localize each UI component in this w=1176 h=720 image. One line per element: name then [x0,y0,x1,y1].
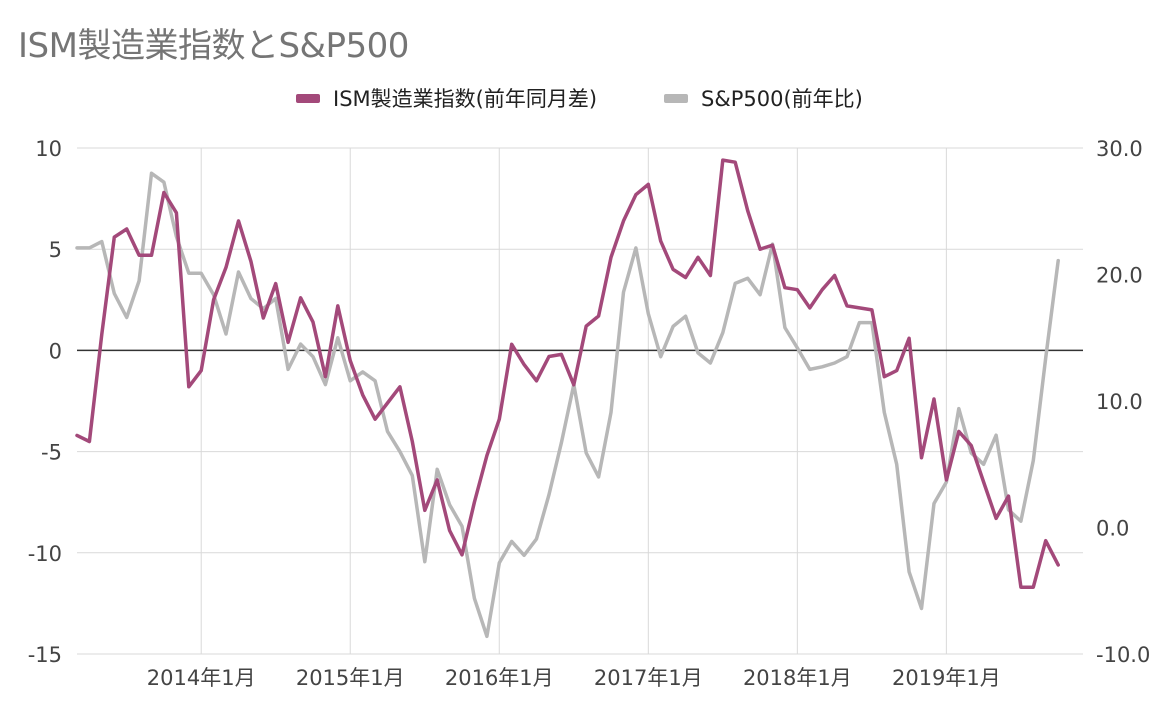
x-tick-label: 2014年1月 [147,666,256,690]
y-left-tick-label: -10 [28,542,62,566]
x-tick-label: 2016年1月 [445,666,554,690]
series-line-sp500 [75,171,1060,639]
legend: ISM製造業指数(前年同月差) S&P500(前年比) [296,87,863,111]
y-right-tick-label: 0.0 [1096,517,1129,541]
x-tick-label: 2015年1月 [296,666,405,690]
y-right-tick-label: 10.0 [1096,390,1143,414]
x-tick-label: 2017年1月 [594,666,703,690]
legend-item-ism-label: ISM製造業指数(前年同月差) [333,87,597,111]
y-left-tick-label: 0 [49,339,62,363]
legend-item-sp500-label: S&P500(前年比) [701,87,863,111]
grid [77,147,1083,655]
axis-ticks: 10 5 0 -5 -10 -15 30.0 20.0 10.0 0.0 -10.0 2014年1月 2… [28,137,1151,690]
x-tick-label: 2018年1月 [743,666,852,690]
y-right-tick-label: 30.0 [1096,137,1143,161]
x-tick-label: 2019年1月 [892,666,1001,690]
y-left-tick-label: -15 [28,643,62,667]
series-line-ism [75,158,1060,589]
y-left-tick-label: 5 [49,238,62,262]
legend-item-ism-swatch [296,94,320,103]
y-right-tick-label: 20.0 [1096,264,1143,288]
y-right-tick-label: -10.0 [1096,643,1150,667]
series-lines [75,158,1060,639]
y-left-tick-label: -5 [41,441,62,465]
chart-title: ISM製造業指数とS&P500 [18,26,409,66]
legend-item-sp500-swatch [664,94,688,103]
y-left-tick-label: 10 [35,137,62,161]
